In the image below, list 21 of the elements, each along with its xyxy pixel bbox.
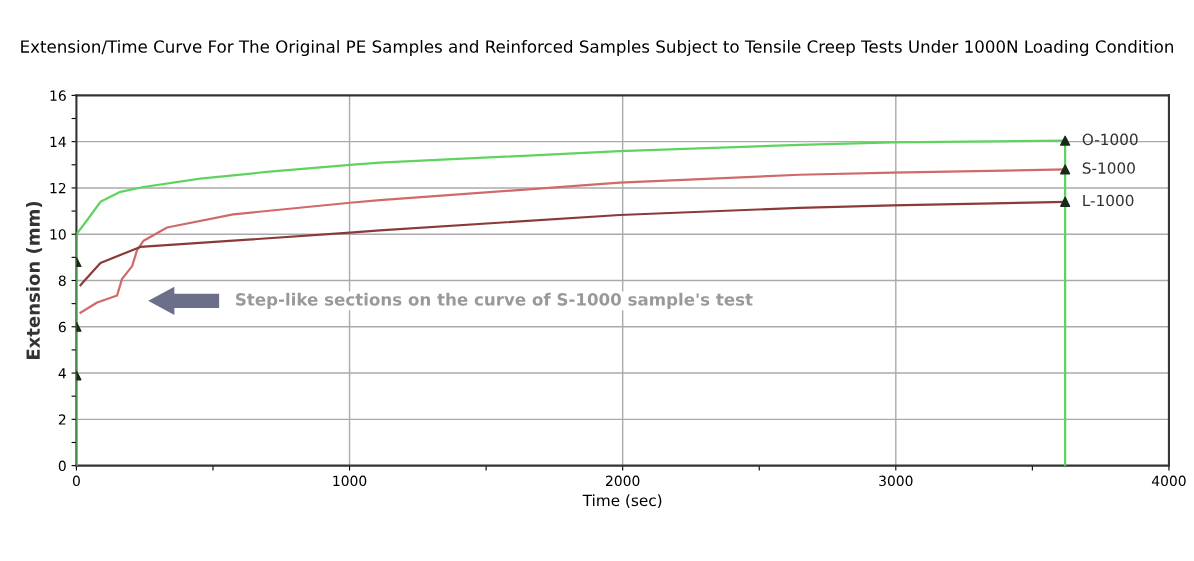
x-tick-label: 3000 (879, 475, 913, 487)
series-label: S-1000 (1082, 162, 1135, 174)
y-tick-label: 4 (58, 368, 66, 379)
y-axis-title: Extension (mm) (25, 201, 43, 359)
y-tick-label: 14 (50, 136, 66, 147)
x-tick-label: 0 (72, 475, 80, 487)
annotation: Step-like sections on the curve of S-1000 sample's test (236, 292, 753, 309)
chart-title: Extension/Time Curve For The Original PE Samples and Reinforced Samples Subject to Tensile Creep Tests Under 1000N Loading Condition (21, 39, 1173, 57)
x-tick-label: 4000 (1151, 475, 1186, 487)
series-label: O-1000 (1082, 133, 1138, 146)
y-tick-label: 10 (50, 229, 66, 240)
x-axis-title: Time (sec) (582, 494, 662, 508)
y-tick-label: 0 (58, 460, 66, 472)
y-tick-label: 6 (58, 321, 66, 333)
x-tick-label: 1000 (333, 475, 367, 487)
x-tick-label: 2000 (606, 475, 640, 487)
y-tick-label: 16 (50, 90, 66, 101)
series-label: L-1000 (1083, 194, 1134, 207)
y-tick-label: 8 (58, 275, 66, 286)
y-tick-label: 2 (58, 414, 66, 425)
y-tick-label: 12 (50, 182, 66, 194)
